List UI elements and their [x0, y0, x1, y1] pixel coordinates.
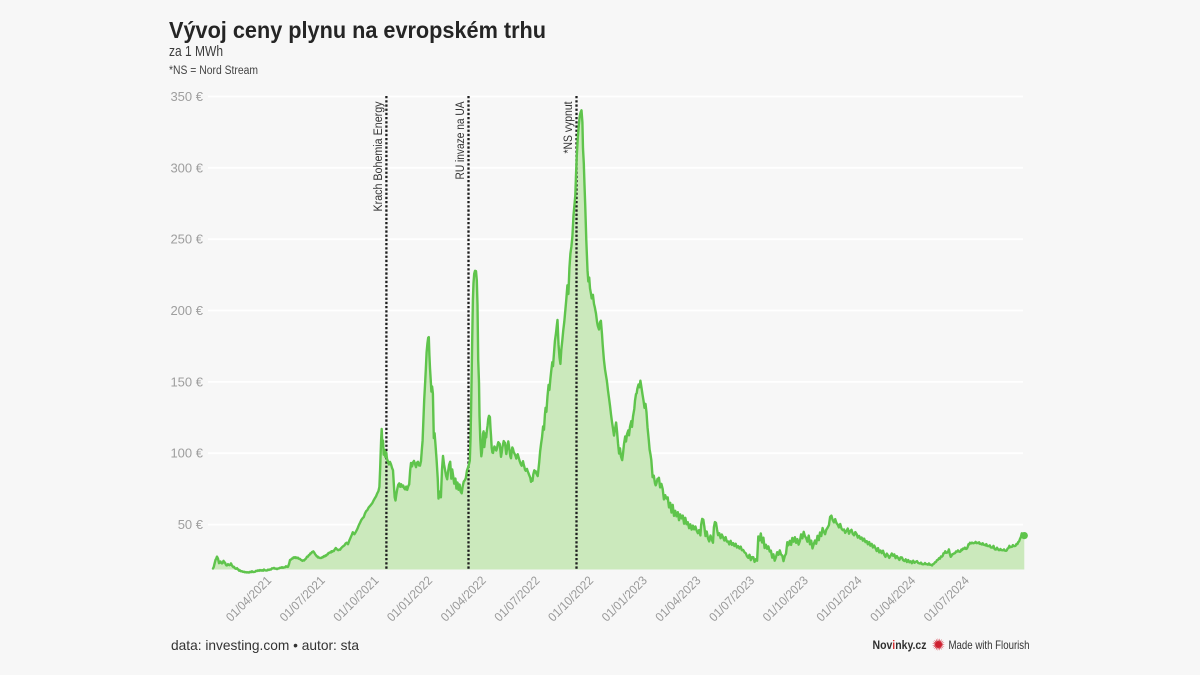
svg-text:150 €: 150 €	[170, 374, 203, 389]
svg-text:300 €: 300 €	[170, 160, 203, 175]
svg-text:350 €: 350 €	[170, 89, 203, 104]
svg-text:*NS = Nord Stream: *NS = Nord Stream	[169, 65, 258, 77]
svg-text:data: investing.com • autor: s: data: investing.com • autor: sta	[171, 638, 359, 653]
svg-text:Vývoj ceny plynu na evropském: Vývoj ceny plynu na evropském trhu	[169, 17, 546, 43]
svg-text:100 €: 100 €	[170, 446, 203, 461]
svg-text:*NS vypnut: *NS vypnut	[561, 101, 575, 154]
svg-text:50 €: 50 €	[178, 517, 204, 532]
svg-text:za 1 MWh: za 1 MWh	[169, 44, 223, 60]
svg-text:200 €: 200 €	[170, 303, 203, 318]
svg-text:Krach Bohemia Energy: Krach Bohemia Energy	[371, 101, 385, 212]
svg-text:Novinky.cz: Novinky.cz	[873, 640, 927, 652]
svg-text:250 €: 250 €	[170, 232, 203, 247]
svg-text:RU invaze na UA: RU invaze na UA	[453, 101, 467, 180]
svg-text:Made with Flourish: Made with Flourish	[949, 638, 1030, 652]
